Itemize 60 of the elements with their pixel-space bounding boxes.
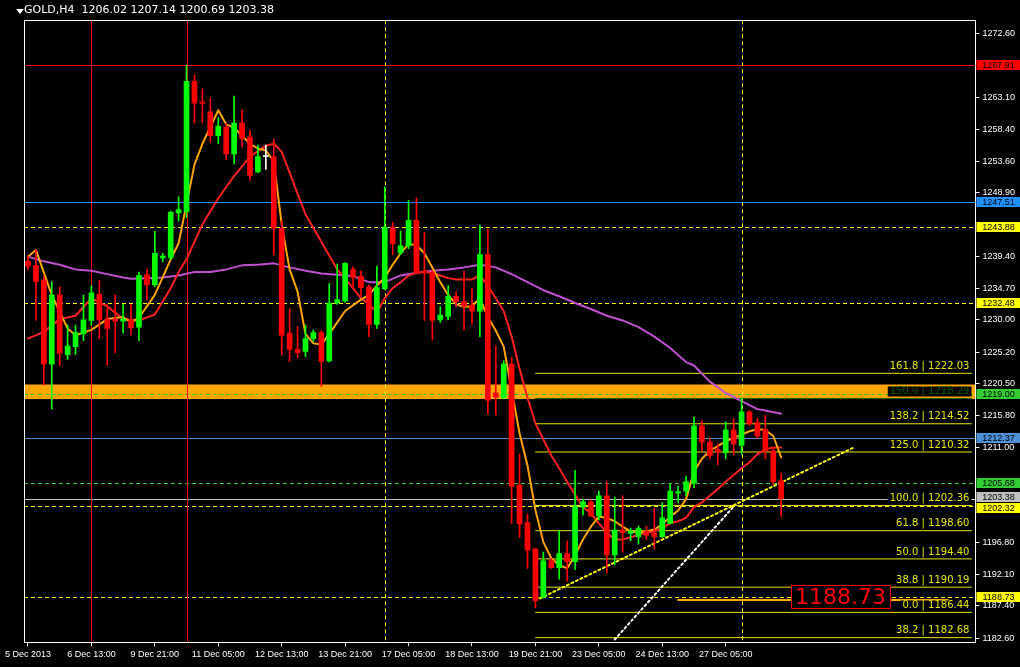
y-tick-label: 1263.10 bbox=[982, 91, 1016, 102]
series-label: 100.0 | 1202.36 bbox=[889, 492, 970, 505]
x-tick-label: 6 Dec 13:00 bbox=[67, 649, 116, 660]
y-tick-label: 1239.40 bbox=[982, 251, 1016, 262]
candlestick bbox=[104, 304, 111, 366]
x-tick-label: 19 Dec 21:00 bbox=[508, 649, 563, 660]
ref-line-label: 1247.51 bbox=[982, 196, 1015, 207]
series-label: 0.0 | 1186.44 bbox=[902, 598, 970, 611]
ref-line-label: 1219.00 bbox=[982, 388, 1015, 399]
x-tick-label: 27 Dec 05:00 bbox=[698, 649, 753, 660]
y-tick-label: 1253.60 bbox=[982, 155, 1016, 166]
x-tick-label: 5 Dec 2013 bbox=[4, 649, 51, 660]
x-tick-label: 18 Dec 13:00 bbox=[445, 649, 499, 660]
ref-line-label: 1232.48 bbox=[982, 297, 1015, 308]
candlestick bbox=[714, 443, 721, 466]
candlestick bbox=[128, 304, 134, 336]
x-tick-label: 23 Dec 05:00 bbox=[572, 649, 626, 660]
y-tick-label: 1196.80 bbox=[982, 537, 1015, 548]
y-tick-label: 1220.50 bbox=[982, 378, 1016, 389]
y-tick-label: 1182.60 bbox=[982, 632, 1015, 643]
series-label: 38.8 | 1190.19 bbox=[896, 573, 970, 586]
series-label: 61.8 | 1198.60 bbox=[896, 517, 970, 530]
series-label: 125.0 | 1210.32 bbox=[889, 438, 970, 451]
ref-line-label: 1205.68 bbox=[982, 477, 1015, 488]
x-tick-label: 12 Dec 13:00 bbox=[254, 649, 309, 660]
y-tick-label: 1272.60 bbox=[982, 28, 1016, 39]
ref-line-label: 1212.37 bbox=[982, 432, 1015, 443]
series-label: 150.0 | 1218.29 bbox=[889, 385, 970, 398]
x-tick-label: 9 Dec 21:00 bbox=[130, 649, 180, 660]
candlestick bbox=[334, 263, 341, 305]
x-tick-label: 11 Dec 05:00 bbox=[191, 649, 245, 660]
y-tick-label: 1258.40 bbox=[982, 123, 1016, 134]
ref-line-label: 1188.73 bbox=[982, 591, 1015, 602]
candlestick bbox=[263, 144, 269, 170]
series-label: 138.2 | 1214.52 bbox=[889, 410, 970, 423]
chart-title: GOLD,H4 1206.02 1207.14 1200.69 1203.38 bbox=[24, 3, 274, 17]
annotation: 1188.73 bbox=[794, 583, 886, 609]
y-tick-label: 1234.70 bbox=[982, 282, 1016, 293]
candlestick bbox=[33, 249, 39, 321]
y-tick-label: 1230.00 bbox=[982, 314, 1016, 325]
x-tick-label: 13 Dec 21:00 bbox=[318, 649, 372, 660]
candlestick bbox=[675, 486, 681, 503]
y-tick-label: 1248.90 bbox=[982, 187, 1016, 198]
candlestick bbox=[564, 540, 570, 582]
y-tick-label: 1215.80 bbox=[982, 409, 1016, 420]
candlestick bbox=[469, 287, 475, 325]
candlestick bbox=[461, 270, 467, 331]
series-label: 38.2 | 1182.68 bbox=[896, 624, 970, 637]
x-tick-label: 17 Dec 05:00 bbox=[381, 649, 436, 660]
ref-line-label: 1202.32 bbox=[982, 502, 1015, 513]
y-tick-label: 1225.20 bbox=[982, 346, 1016, 357]
ref-line-label: 1267.91 bbox=[982, 59, 1015, 70]
y-tick-label: 1192.10 bbox=[982, 568, 1015, 579]
series-label: 161.8 | 1222.03 bbox=[889, 359, 970, 372]
y-tick-label: 1187.40 bbox=[982, 600, 1015, 611]
ref-line-label: 1243.88 bbox=[982, 221, 1015, 232]
y-tick-label: 1211.00 bbox=[982, 441, 1015, 452]
x-tick-label: 24 Dec 13:00 bbox=[635, 649, 690, 660]
ref-line-label: 1203.38 bbox=[982, 491, 1015, 502]
series-label: 50.0 | 1194.40 bbox=[896, 545, 970, 558]
